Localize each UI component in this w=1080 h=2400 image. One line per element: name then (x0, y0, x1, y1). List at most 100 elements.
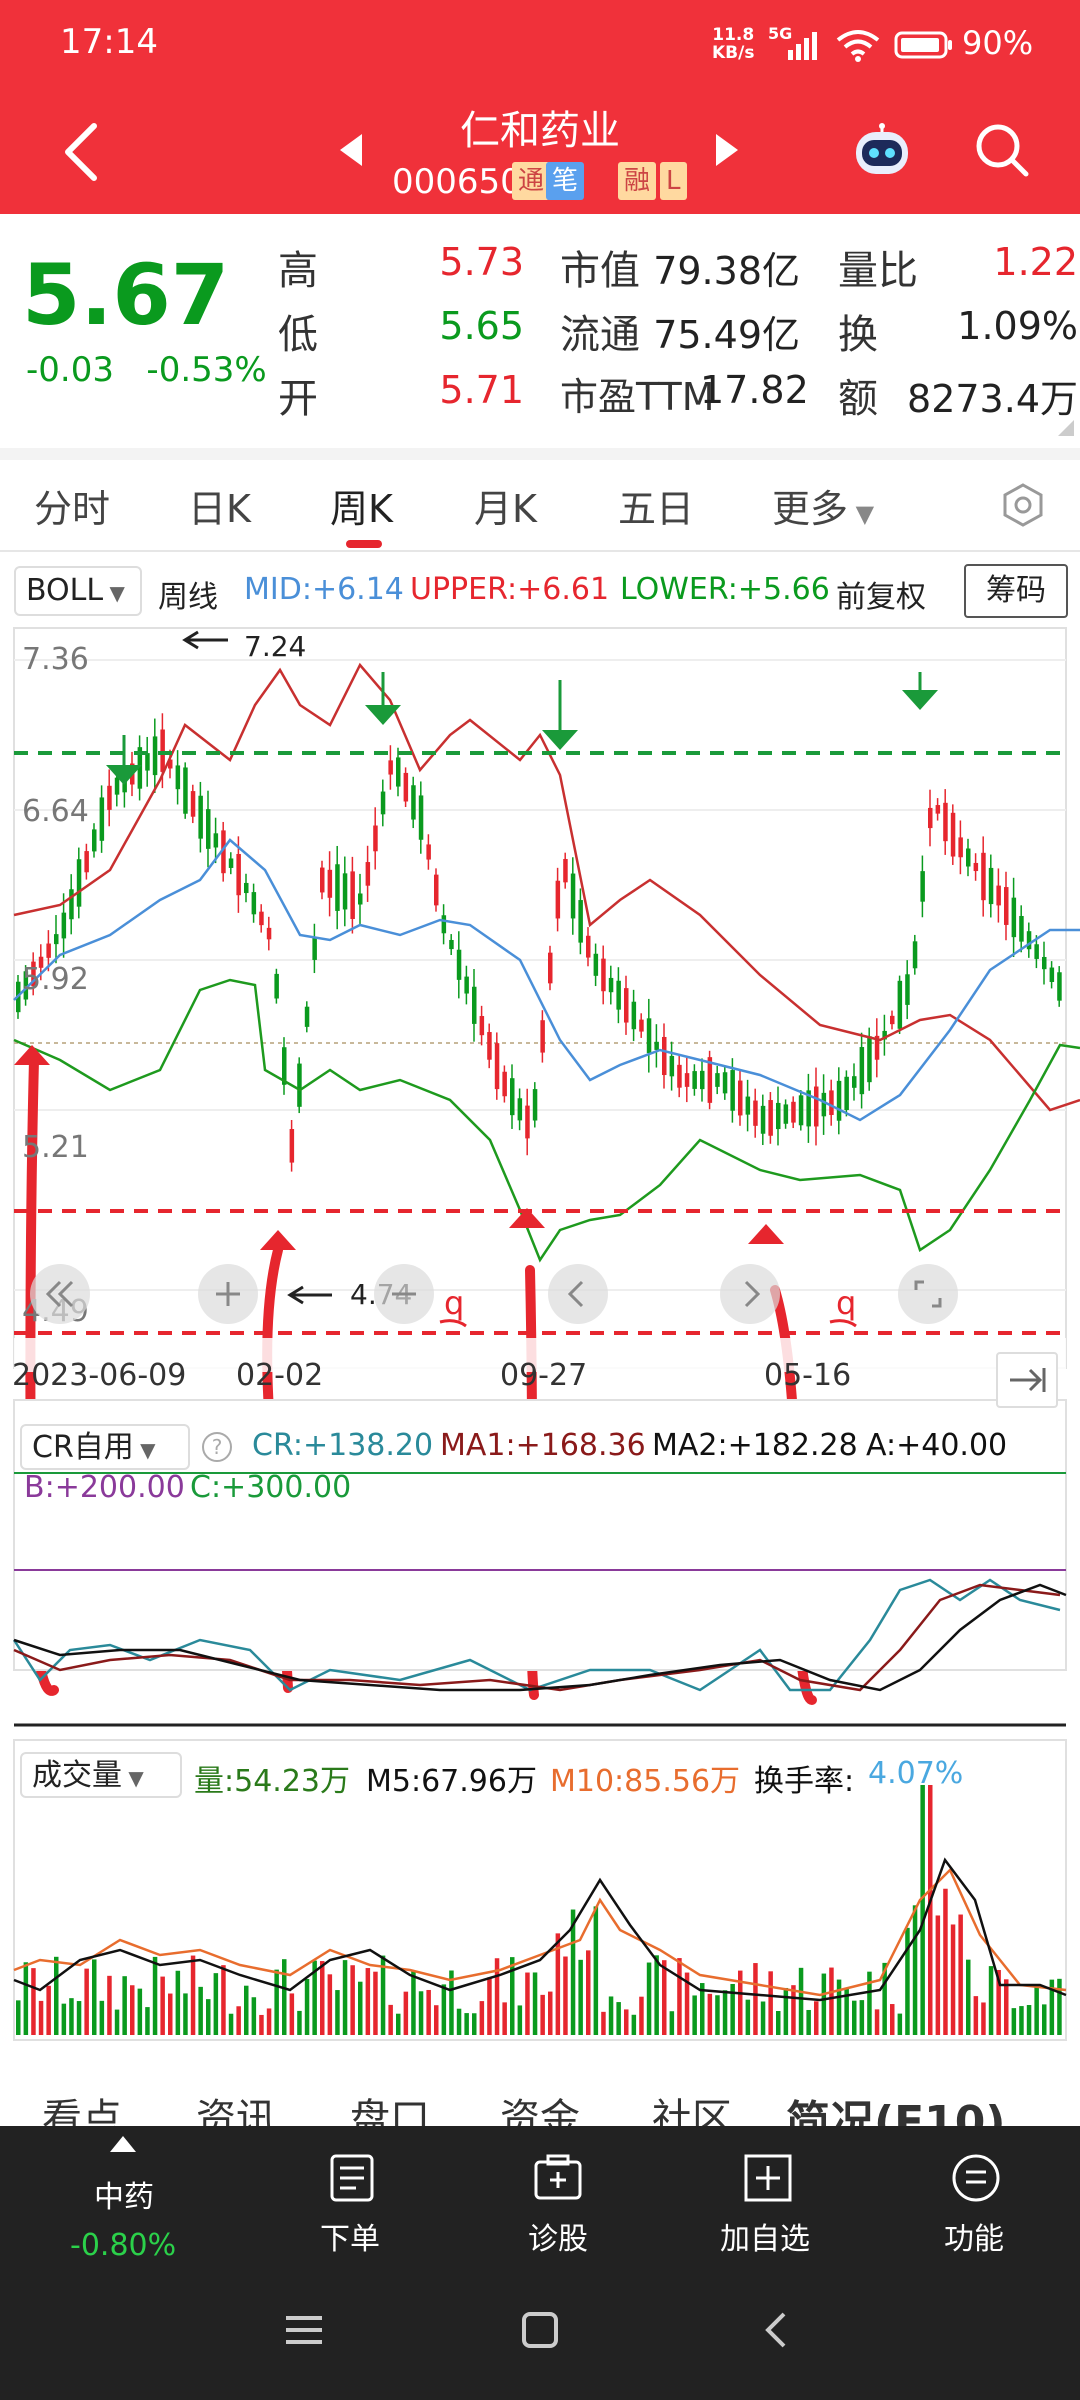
cr-a-value: A:+40.00 (866, 1428, 1008, 1463)
candle-body (646, 1018, 652, 1054)
value-market-cap: 79.38亿 (653, 249, 800, 293)
candle-body (365, 862, 371, 886)
tab-intraday[interactable]: 分时 (34, 487, 111, 531)
volume-bar (563, 1956, 568, 2035)
volume-bar (821, 1973, 827, 2035)
volume-bar (776, 2010, 781, 2035)
volume-bar (616, 2002, 621, 2035)
candle-body (730, 1070, 735, 1111)
volume-bar (487, 1977, 492, 2035)
fast-back-button[interactable] (30, 1264, 90, 1324)
chart-settings-icon[interactable] (1000, 482, 1046, 528)
volume-bar (99, 2000, 105, 2035)
bottom-nav: 中药 -0.80% 下单 诊股 加自选 功能 (0, 2126, 1080, 2400)
nav-order[interactable]: 下单 (320, 2222, 380, 2257)
help-icon[interactable]: ? (200, 1430, 234, 1464)
section-divider (0, 448, 1080, 460)
candle-body (943, 802, 948, 842)
volume-bar (289, 1993, 295, 2035)
volume-bar (791, 1985, 796, 2035)
zoom-out-button[interactable] (374, 1264, 434, 1324)
period-label: 周线 (158, 580, 218, 615)
nav-add-watchlist[interactable]: 加自选 (720, 2222, 810, 2257)
candle-body (168, 759, 173, 769)
zoom-in-button[interactable] (198, 1264, 258, 1324)
home-icon[interactable] (518, 2310, 562, 2350)
next-stock-icon[interactable] (716, 134, 738, 166)
volume-bar (1019, 2006, 1024, 2035)
candle-body (715, 1073, 720, 1087)
candle-body (221, 830, 226, 874)
volume-bar (190, 1955, 196, 2035)
tab-monthly-k[interactable]: 月K (474, 487, 537, 531)
volume-bar (943, 1888, 948, 2035)
volume-bar (707, 1993, 713, 2035)
volume-bar (472, 2013, 477, 2035)
volume-bar (388, 2004, 393, 2035)
fullscreen-button[interactable] (898, 1264, 958, 1324)
candle-body (525, 1105, 530, 1139)
volume-bar (251, 1997, 257, 2035)
tab-more[interactable]: 更多 ▼ (772, 487, 875, 531)
robot-assistant-icon[interactable] (850, 122, 914, 178)
volume-bar (646, 1962, 652, 2035)
nav-functions[interactable]: 功能 (944, 2222, 1004, 2257)
candle-body (145, 753, 150, 771)
jump-to-latest-button[interactable] (996, 1352, 1058, 1408)
candle-body (297, 1063, 302, 1107)
volume-bar (145, 2007, 150, 2035)
candle-body (479, 1016, 485, 1036)
search-icon[interactable] (974, 122, 1030, 178)
nav-diagnose[interactable]: 诊股 (528, 2222, 588, 2257)
boll-mid: MID:+6.14 (244, 572, 404, 607)
volume-bar (130, 1985, 135, 2035)
scroll-left-button[interactable] (548, 1264, 608, 1324)
back-icon[interactable] (58, 120, 102, 184)
system-back-icon[interactable] (756, 2310, 800, 2350)
annotation-arrows (182, 630, 332, 1305)
volume-bar (183, 1993, 188, 2035)
candle-body (418, 795, 424, 840)
candle-body (1034, 944, 1039, 959)
volume-bar (745, 1999, 751, 2035)
tab-weekly-k[interactable]: 周K (330, 487, 393, 531)
svg-text:?: ? (212, 1435, 223, 1459)
recent-apps-icon[interactable] (282, 2310, 326, 2350)
prev-stock-icon[interactable] (340, 134, 362, 166)
volume-bar (69, 1998, 74, 2035)
sector-name[interactable]: 中药 (94, 2180, 154, 2215)
adjust-mode[interactable]: 前复权 (836, 580, 926, 615)
tab-five-day[interactable]: 五日 (618, 487, 695, 531)
diagnose-icon (534, 2154, 582, 2200)
price-axis-3: 5.92 (22, 962, 89, 997)
candle-body (958, 837, 963, 858)
volume-indicator-selector[interactable]: 成交量 ▼ (20, 1752, 182, 1798)
volume-bar (928, 1785, 933, 2035)
tab-daily-k[interactable]: 日K (188, 487, 251, 531)
label-pe-ttm: 市盈TTM (560, 375, 715, 419)
candle-body (38, 956, 44, 968)
indicator-selector[interactable]: BOLL ▼ (14, 566, 142, 616)
candle-body (456, 949, 462, 980)
price-axis-4: 5.21 (22, 1130, 89, 1165)
kline-chart[interactable] (0, 620, 1080, 2060)
volume-bar (350, 1965, 355, 2035)
candle-body (46, 943, 51, 958)
volume-bar (669, 2011, 675, 2035)
candle-body (783, 1104, 789, 1124)
volume-bar (418, 1991, 424, 2035)
candle-body (935, 805, 941, 814)
cr-ma2-line (13, 1583, 1067, 1692)
price-axis-1: 7.36 (22, 642, 89, 677)
chips-button[interactable]: 筹码 (964, 564, 1068, 618)
cr-indicator-selector[interactable]: CR自用 ▼ (20, 1424, 190, 1470)
volume-bar (236, 2006, 241, 2035)
candle-body (905, 974, 910, 1005)
volume-bar (973, 1996, 979, 2035)
battery-icon (894, 31, 952, 59)
volume-bar (836, 1979, 842, 2035)
candle-body (76, 859, 82, 907)
volume-bar (198, 1986, 203, 2035)
scroll-right-button[interactable] (720, 1264, 780, 1324)
candle-body (738, 1080, 743, 1116)
